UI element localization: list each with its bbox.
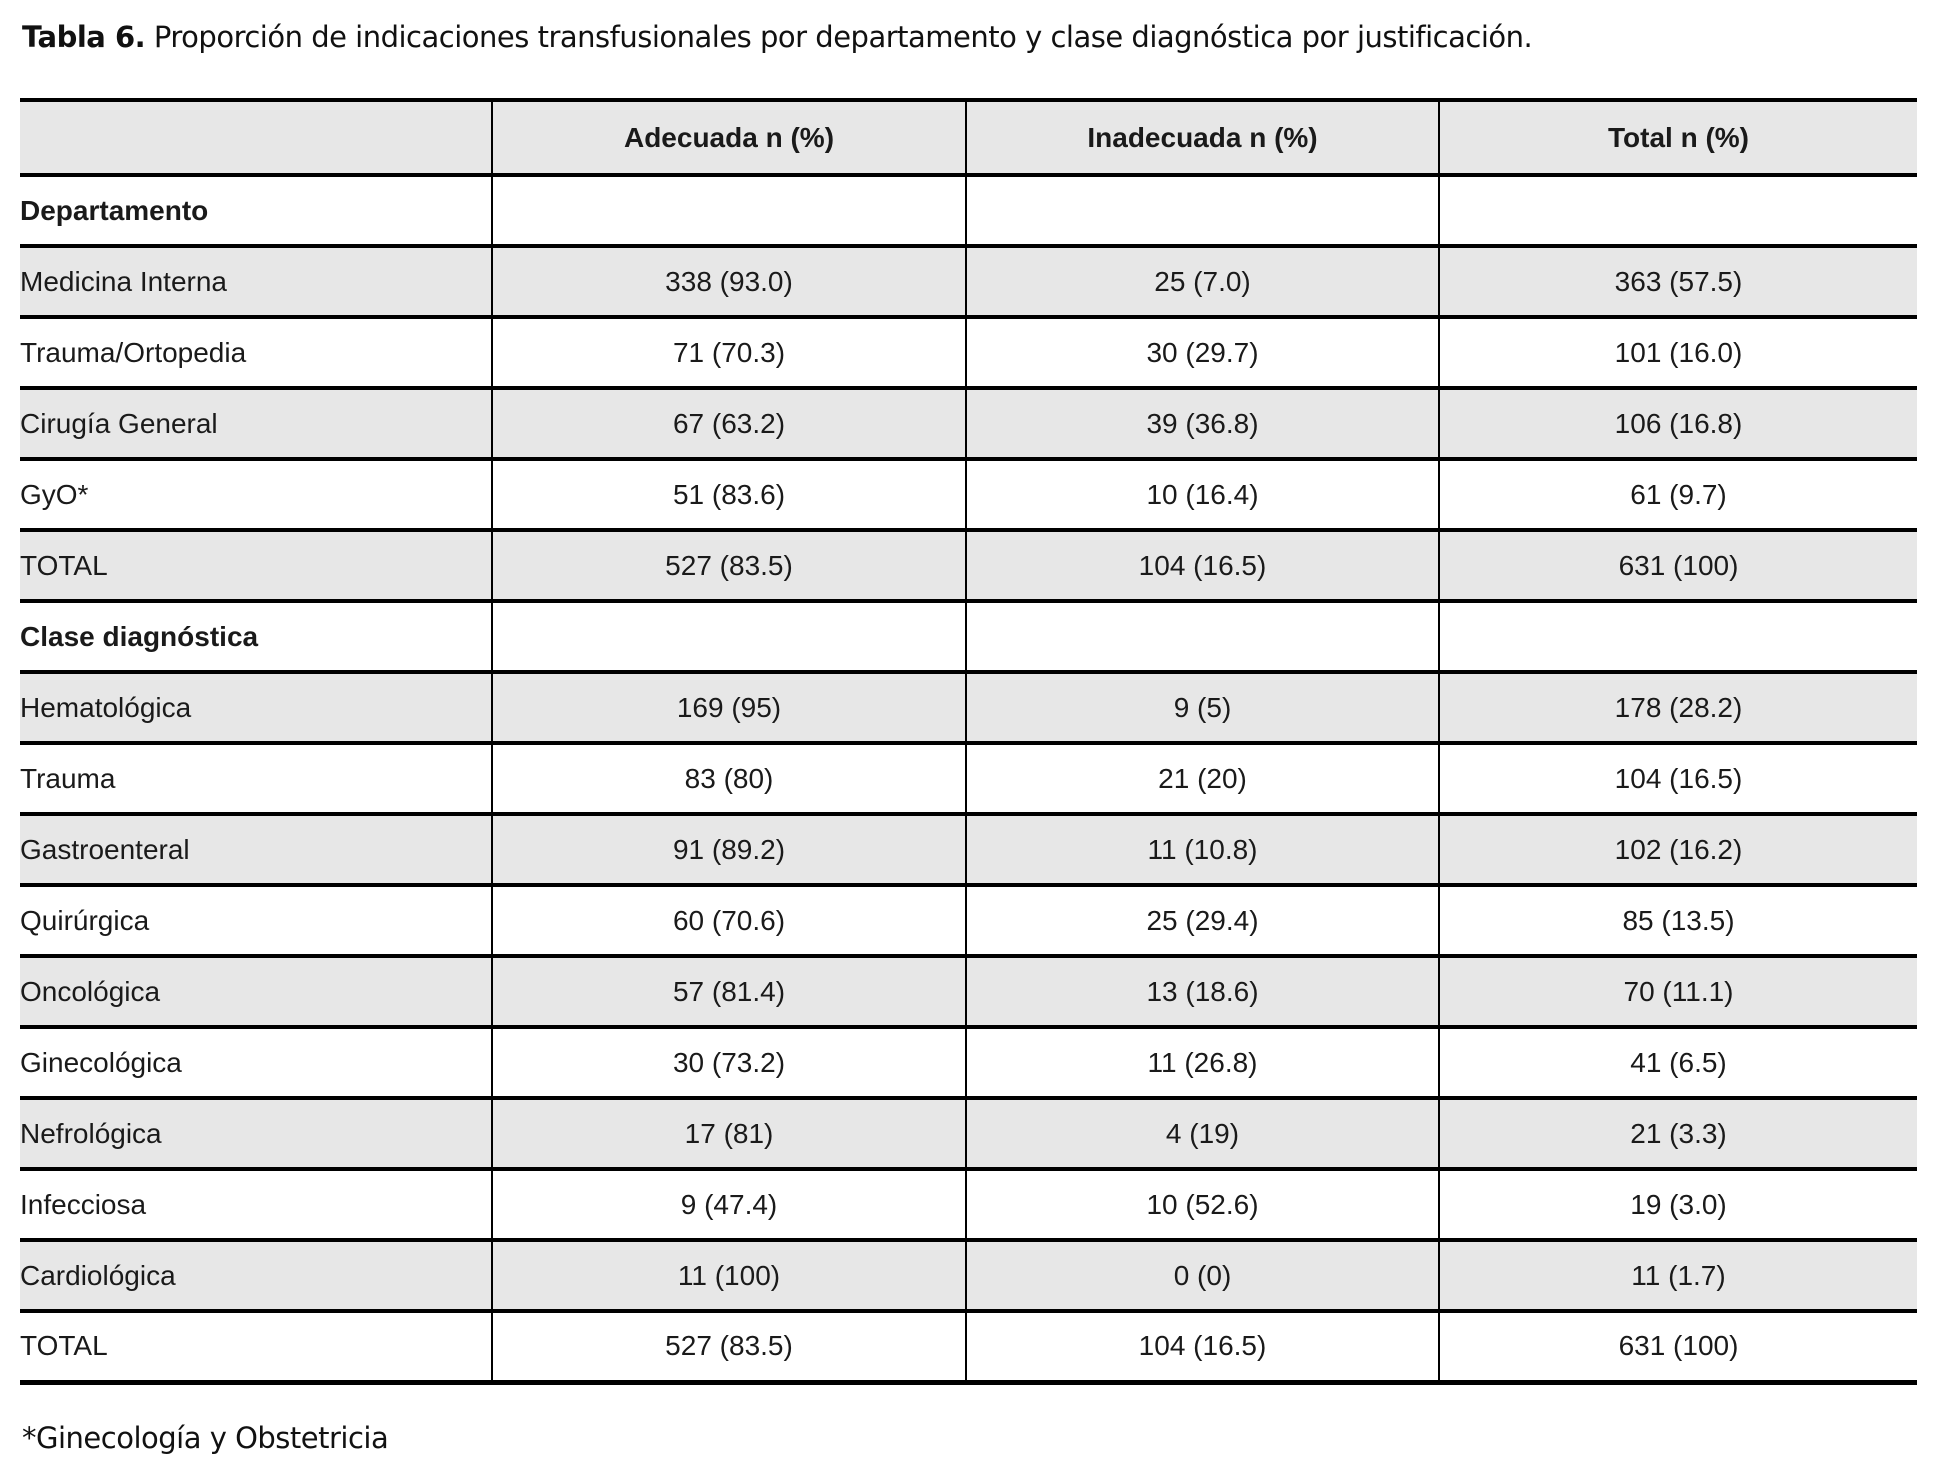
row-label: Ginecológica	[20, 1025, 492, 1098]
row-label: Quirúrgica	[20, 883, 492, 956]
row-trauma: Trauma 83 (80) 21 (20) 104 (16.5)	[20, 741, 1917, 814]
cell-total: 363 (57.5)	[1438, 244, 1917, 317]
row-label: Cirugía General	[20, 386, 492, 459]
cell-inadecuada: 4 (19)	[965, 1096, 1439, 1169]
cell-adecuada: 67 (63.2)	[491, 386, 966, 459]
row-label: GyO*	[20, 457, 492, 530]
cell-adecuada: 11 (100)	[491, 1238, 966, 1311]
row-cardiologica: Cardiológica 11 (100) 0 (0) 11 (1.7)	[20, 1238, 1917, 1311]
cell-total: 19 (3.0)	[1438, 1167, 1917, 1240]
cell-inadecuada: 13 (18.6)	[965, 954, 1439, 1027]
row-label: Cardiológica	[20, 1238, 492, 1311]
cell-adecuada: 17 (81)	[491, 1096, 966, 1169]
table-caption-label: Tabla 6.	[22, 20, 146, 54]
cell-adecuada: 30 (73.2)	[491, 1025, 966, 1098]
row-ginecologica: Ginecológica 30 (73.2) 11 (26.8) 41 (6.5…	[20, 1025, 1917, 1098]
row-cirugia-general: Cirugía General 67 (63.2) 39 (36.8) 106 …	[20, 386, 1917, 459]
cell-inadecuada: 9 (5)	[965, 670, 1439, 743]
cell-total	[1438, 599, 1917, 672]
row-label: Trauma	[20, 741, 492, 814]
cell-total: 104 (16.5)	[1438, 741, 1917, 814]
row-label: Hematológica	[20, 670, 492, 743]
cell-total: 70 (11.1)	[1438, 954, 1917, 1027]
cell-adecuada: 9 (47.4)	[491, 1167, 966, 1240]
column-header-adecuada: Adecuada n (%)	[491, 98, 966, 175]
column-header-total: Total n (%)	[1438, 98, 1917, 175]
cell-adecuada	[491, 599, 966, 672]
row-nefrologica: Nefrológica 17 (81) 4 (19) 21 (3.3)	[20, 1096, 1917, 1169]
row-hematologica: Hematológica 169 (95) 9 (5) 178 (28.2)	[20, 670, 1917, 743]
row-gastroenteral: Gastroenteral 91 (89.2) 11 (10.8) 102 (1…	[20, 812, 1917, 885]
cell-inadecuada: 104 (16.5)	[965, 528, 1439, 601]
cell-adecuada: 71 (70.3)	[491, 315, 966, 388]
cell-adecuada: 169 (95)	[491, 670, 966, 743]
cell-total: 21 (3.3)	[1438, 1096, 1917, 1169]
row-total-clase: TOTAL 527 (83.5) 104 (16.5) 631 (100)	[20, 1309, 1917, 1382]
cell-adecuada: 51 (83.6)	[491, 457, 966, 530]
cell-inadecuada: 25 (29.4)	[965, 883, 1439, 956]
cell-inadecuada: 10 (16.4)	[965, 457, 1439, 530]
transfusion-indications-table: Adecuada n (%) Inadecuada n (%) Total n …	[20, 98, 1917, 1385]
cell-inadecuada	[965, 173, 1439, 246]
section-row-clase-diagnostica: Clase diagnóstica	[20, 599, 1917, 672]
row-label: Oncológica	[20, 954, 492, 1027]
cell-inadecuada: 10 (52.6)	[965, 1167, 1439, 1240]
row-label: Nefrológica	[20, 1096, 492, 1169]
row-label: TOTAL	[20, 528, 492, 601]
cell-adecuada: 338 (93.0)	[491, 244, 966, 317]
cell-adecuada: 527 (83.5)	[491, 1309, 966, 1382]
cell-total: 61 (9.7)	[1438, 457, 1917, 530]
column-header-rowhead	[20, 98, 492, 175]
cell-total: 631 (100)	[1438, 1309, 1917, 1382]
cell-total: 11 (1.7)	[1438, 1238, 1917, 1311]
header-row: Adecuada n (%) Inadecuada n (%) Total n …	[20, 98, 1917, 175]
cell-inadecuada: 104 (16.5)	[965, 1309, 1439, 1382]
row-label: TOTAL	[20, 1309, 492, 1382]
cell-adecuada: 57 (81.4)	[491, 954, 966, 1027]
cell-total: 106 (16.8)	[1438, 386, 1917, 459]
row-label: Medicina Interna	[20, 244, 492, 317]
cell-inadecuada: 30 (29.7)	[965, 315, 1439, 388]
page: Tabla 6. Proporción de indicaciones tran…	[0, 16, 1937, 1462]
cell-adecuada: 83 (80)	[491, 741, 966, 814]
cell-inadecuada: 11 (26.8)	[965, 1025, 1439, 1098]
row-gyo: GyO* 51 (83.6) 10 (16.4) 61 (9.7)	[20, 457, 1917, 530]
table-caption: Tabla 6. Proporción de indicaciones tran…	[22, 16, 1917, 58]
cell-total: 102 (16.2)	[1438, 812, 1917, 885]
row-label: Gastroenteral	[20, 812, 492, 885]
cell-inadecuada	[965, 599, 1439, 672]
cell-inadecuada: 39 (36.8)	[965, 386, 1439, 459]
row-label: Infecciosa	[20, 1167, 492, 1240]
cell-adecuada: 60 (70.6)	[491, 883, 966, 956]
row-trauma-ortopedia: Trauma/Ortopedia 71 (70.3) 30 (29.7) 101…	[20, 315, 1917, 388]
section-row-departamento: Departamento	[20, 173, 1917, 246]
cell-inadecuada: 25 (7.0)	[965, 244, 1439, 317]
cell-inadecuada: 11 (10.8)	[965, 812, 1439, 885]
cell-total: 631 (100)	[1438, 528, 1917, 601]
row-oncologica: Oncológica 57 (81.4) 13 (18.6) 70 (11.1)	[20, 954, 1917, 1027]
cell-inadecuada: 0 (0)	[965, 1238, 1439, 1311]
cell-adecuada	[491, 173, 966, 246]
row-label: Trauma/Ortopedia	[20, 315, 492, 388]
cell-adecuada: 91 (89.2)	[491, 812, 966, 885]
table-caption-text: Proporción de indicaciones transfusional…	[153, 20, 1533, 54]
cell-total: 178 (28.2)	[1438, 670, 1917, 743]
cell-total	[1438, 173, 1917, 246]
cell-total: 85 (13.5)	[1438, 883, 1917, 956]
section-label: Clase diagnóstica	[20, 599, 492, 672]
row-medicina-interna: Medicina Interna 338 (93.0) 25 (7.0) 363…	[20, 244, 1917, 317]
cell-total: 41 (6.5)	[1438, 1025, 1917, 1098]
row-infecciosa: Infecciosa 9 (47.4) 10 (52.6) 19 (3.0)	[20, 1167, 1917, 1240]
row-total-departamento: TOTAL 527 (83.5) 104 (16.5) 631 (100)	[20, 528, 1917, 601]
column-header-inadecuada: Inadecuada n (%)	[965, 98, 1439, 175]
table-footnote: *Ginecología y Obstetricia	[22, 1420, 389, 1455]
cell-adecuada: 527 (83.5)	[491, 528, 966, 601]
section-label: Departamento	[20, 173, 492, 246]
cell-total: 101 (16.0)	[1438, 315, 1917, 388]
cell-inadecuada: 21 (20)	[965, 741, 1439, 814]
row-quirurgica: Quirúrgica 60 (70.6) 25 (29.4) 85 (13.5)	[20, 883, 1917, 956]
